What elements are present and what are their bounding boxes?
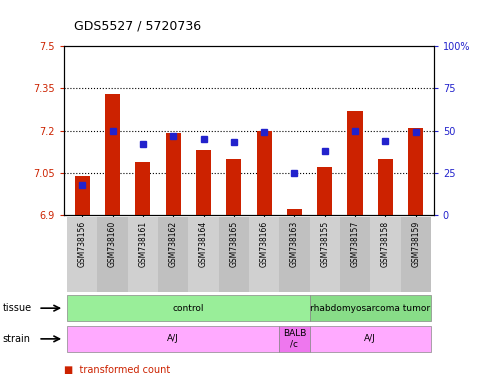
Text: GSM738160: GSM738160 (108, 221, 117, 267)
Bar (135, 162, 150, 215)
Bar (400, 217, 431, 292)
Text: GSM738163: GSM738163 (290, 221, 299, 267)
Text: GSM738158: GSM738158 (381, 221, 390, 267)
Bar (166, 133, 181, 215)
Bar (310, 295, 431, 321)
Bar (67, 217, 98, 292)
Bar (249, 217, 279, 292)
Bar (370, 217, 400, 292)
Bar (279, 217, 310, 292)
Text: control: control (173, 304, 204, 313)
Text: GSM738162: GSM738162 (169, 221, 177, 267)
Text: GSM738156: GSM738156 (78, 221, 87, 267)
Text: GSM738165: GSM738165 (229, 221, 238, 267)
Text: A/J: A/J (364, 334, 376, 343)
Bar (128, 217, 158, 292)
Bar (256, 131, 272, 215)
Text: rhabdomyosarcoma tumor: rhabdomyosarcoma tumor (310, 304, 430, 313)
Bar (158, 217, 188, 292)
Text: GSM738159: GSM738159 (411, 221, 420, 267)
Bar (348, 111, 363, 215)
Bar (98, 217, 128, 292)
Text: tissue: tissue (2, 303, 32, 313)
Bar (75, 175, 90, 215)
Text: GSM738161: GSM738161 (139, 221, 147, 267)
Text: GDS5527 / 5720736: GDS5527 / 5720736 (74, 20, 201, 33)
Text: GSM738157: GSM738157 (351, 221, 359, 267)
Bar (317, 167, 332, 215)
Text: ■  transformed count: ■ transformed count (64, 365, 171, 375)
Text: GSM738155: GSM738155 (320, 221, 329, 267)
Bar (287, 209, 302, 215)
Bar (310, 217, 340, 292)
Text: GSM738164: GSM738164 (199, 221, 208, 267)
Text: BALB
/c: BALB /c (283, 329, 306, 349)
Bar (226, 159, 242, 215)
Bar (105, 94, 120, 215)
Bar (67, 295, 310, 321)
Bar (279, 326, 310, 352)
Bar (408, 128, 423, 215)
Bar (67, 326, 279, 352)
Text: strain: strain (2, 334, 31, 344)
Bar (219, 217, 249, 292)
Text: GSM738166: GSM738166 (260, 221, 269, 267)
Bar (188, 217, 219, 292)
Bar (310, 326, 431, 352)
Bar (340, 217, 370, 292)
Text: A/J: A/J (167, 334, 179, 343)
Bar (378, 159, 393, 215)
Bar (196, 150, 211, 215)
